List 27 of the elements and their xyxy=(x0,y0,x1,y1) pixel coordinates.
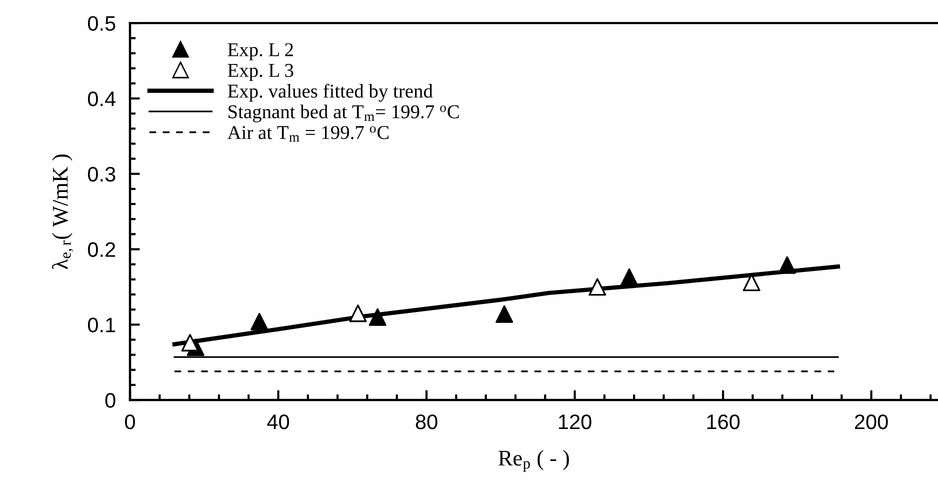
x-tick-label: 120 xyxy=(558,414,592,430)
point xyxy=(349,304,367,322)
point xyxy=(620,268,638,286)
point xyxy=(778,256,796,274)
y-tick-label: 0.4 xyxy=(88,91,116,106)
y-tick-label: 0.2 xyxy=(88,242,116,257)
x-tick-label: 40 xyxy=(267,414,290,430)
point xyxy=(496,305,514,323)
x-tick-label: 200 xyxy=(854,414,888,430)
x-tick-label: 0 xyxy=(125,414,135,430)
y-tick-label: 0.3 xyxy=(88,166,116,182)
legend-label: Stagnant bed at T$_{m}$= 199.7 $^{o}$C xyxy=(228,104,459,122)
legend-label: Exp. L 2 xyxy=(228,43,293,60)
point xyxy=(181,334,199,352)
y-tick-label: 0.1 xyxy=(88,318,116,332)
y-tick-label: 0.5 xyxy=(88,16,116,31)
legend-label: Exp. L 3 xyxy=(228,64,294,81)
x-tick-label: 160 xyxy=(707,414,740,430)
x-axis-title: Re$_{p}$ ( - ) xyxy=(498,450,569,472)
point xyxy=(368,308,386,326)
point xyxy=(250,312,268,330)
x-tick-label: 80 xyxy=(416,414,438,430)
y-axis-title: λ$_{e,r}$( W/mK ) xyxy=(52,154,74,270)
point xyxy=(588,278,606,296)
legend-label: Air at T$_{m}$ = 199.7 $^{o}$C xyxy=(227,126,389,142)
legend-label: Exp. values fitted by trend xyxy=(228,84,433,102)
y-tick-label: 0 xyxy=(105,393,116,408)
